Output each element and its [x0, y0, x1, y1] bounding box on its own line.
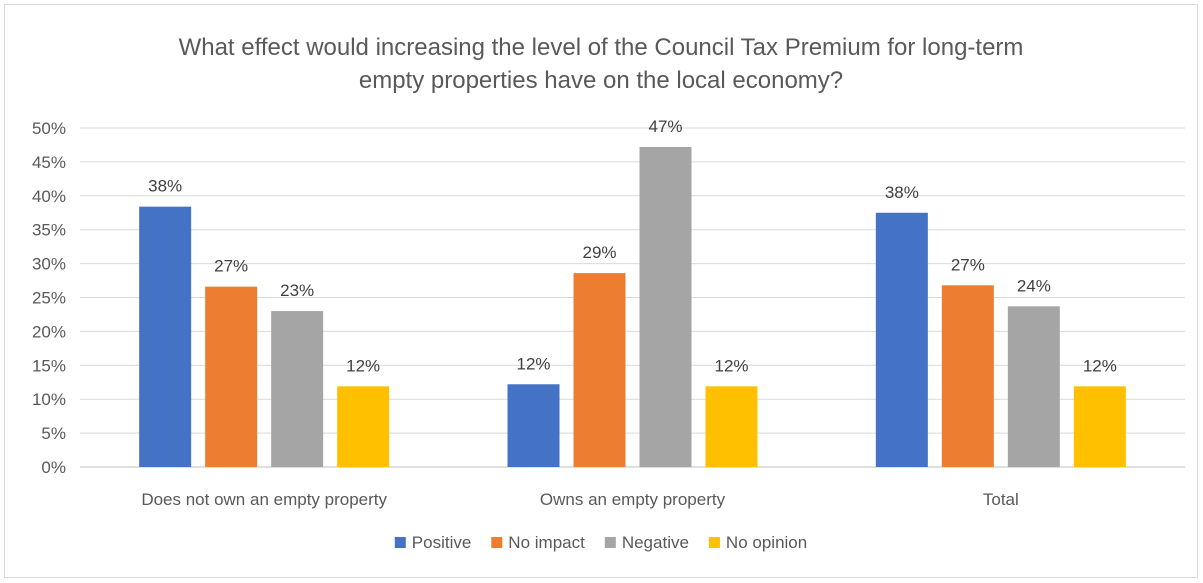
y-tick-label: 20%	[32, 322, 66, 341]
y-tick-label: 30%	[32, 255, 66, 274]
chart-title: What effect would increasing the level o…	[179, 34, 1024, 94]
chart-title-line-1: empty properties have on the local econo…	[359, 67, 843, 94]
data-labels: 38% 27% 23% 12% 12% 29% 47% 12% 38% 27% 24% 12%	[148, 117, 1117, 375]
y-tick-label: 0%	[41, 458, 66, 477]
gridlines	[80, 127, 1185, 468]
bar-no-opinion-1	[705, 386, 758, 467]
bar-negative-2	[1007, 306, 1060, 467]
y-axis-ticks: 0% 5% 10% 15% 20% 25% 30% 35% 40% 45% 50%	[32, 119, 66, 477]
y-tick-label: 35%	[32, 221, 66, 240]
x-axis-categories: Does not own an empty property Owns an em…	[141, 490, 1018, 509]
legend-label-negative: Negative	[622, 533, 689, 552]
bar-positive-1	[507, 384, 560, 467]
y-tick-label: 25%	[32, 289, 66, 308]
bar-no-impact-1	[573, 273, 626, 467]
data-label: 12%	[346, 356, 380, 375]
data-label: 47%	[648, 117, 682, 136]
bars	[139, 146, 1126, 467]
bar-negative-0	[271, 311, 324, 467]
data-label: 27%	[951, 255, 985, 274]
x-category-label-0: Does not own an empty property	[141, 490, 387, 509]
bar-positive-0	[139, 206, 192, 467]
bar-positive-2	[875, 212, 928, 467]
data-label: 12%	[516, 354, 550, 373]
bar-no-impact-2	[941, 285, 994, 467]
legend-label-positive: Positive	[412, 533, 472, 552]
legend-swatch-no-impact	[491, 537, 503, 548]
legend-swatch-positive	[394, 537, 406, 548]
x-category-label-1: Owns an empty property	[540, 490, 726, 509]
y-tick-label: 15%	[32, 356, 66, 375]
legend-label-no-opinion: No opinion	[726, 533, 807, 552]
data-label: 12%	[1083, 356, 1117, 375]
bar-no-opinion-0	[337, 386, 390, 467]
data-label: 24%	[1017, 276, 1051, 295]
data-label: 27%	[214, 257, 248, 276]
legend: Positive No impact Negative No opinion	[394, 533, 807, 552]
x-category-label-2: Total	[983, 490, 1019, 509]
bar-negative-1	[639, 146, 692, 467]
y-tick-label: 50%	[32, 119, 66, 138]
y-tick-label: 40%	[32, 187, 66, 206]
legend-swatch-negative	[604, 537, 616, 548]
data-label: 29%	[582, 243, 616, 262]
y-tick-label: 45%	[32, 153, 66, 172]
legend-label-no-impact: No impact	[508, 533, 585, 552]
legend-swatch-no-opinion	[708, 537, 720, 548]
bar-no-impact-0	[205, 286, 258, 467]
data-label: 23%	[280, 281, 314, 300]
y-tick-label: 5%	[41, 424, 66, 443]
chart-title-line-0: What effect would increasing the level o…	[179, 34, 1024, 61]
y-tick-label: 10%	[32, 390, 66, 409]
bar-no-opinion-2	[1073, 386, 1126, 467]
data-label: 38%	[885, 183, 919, 202]
data-label: 12%	[714, 356, 748, 375]
data-label: 38%	[148, 177, 182, 196]
